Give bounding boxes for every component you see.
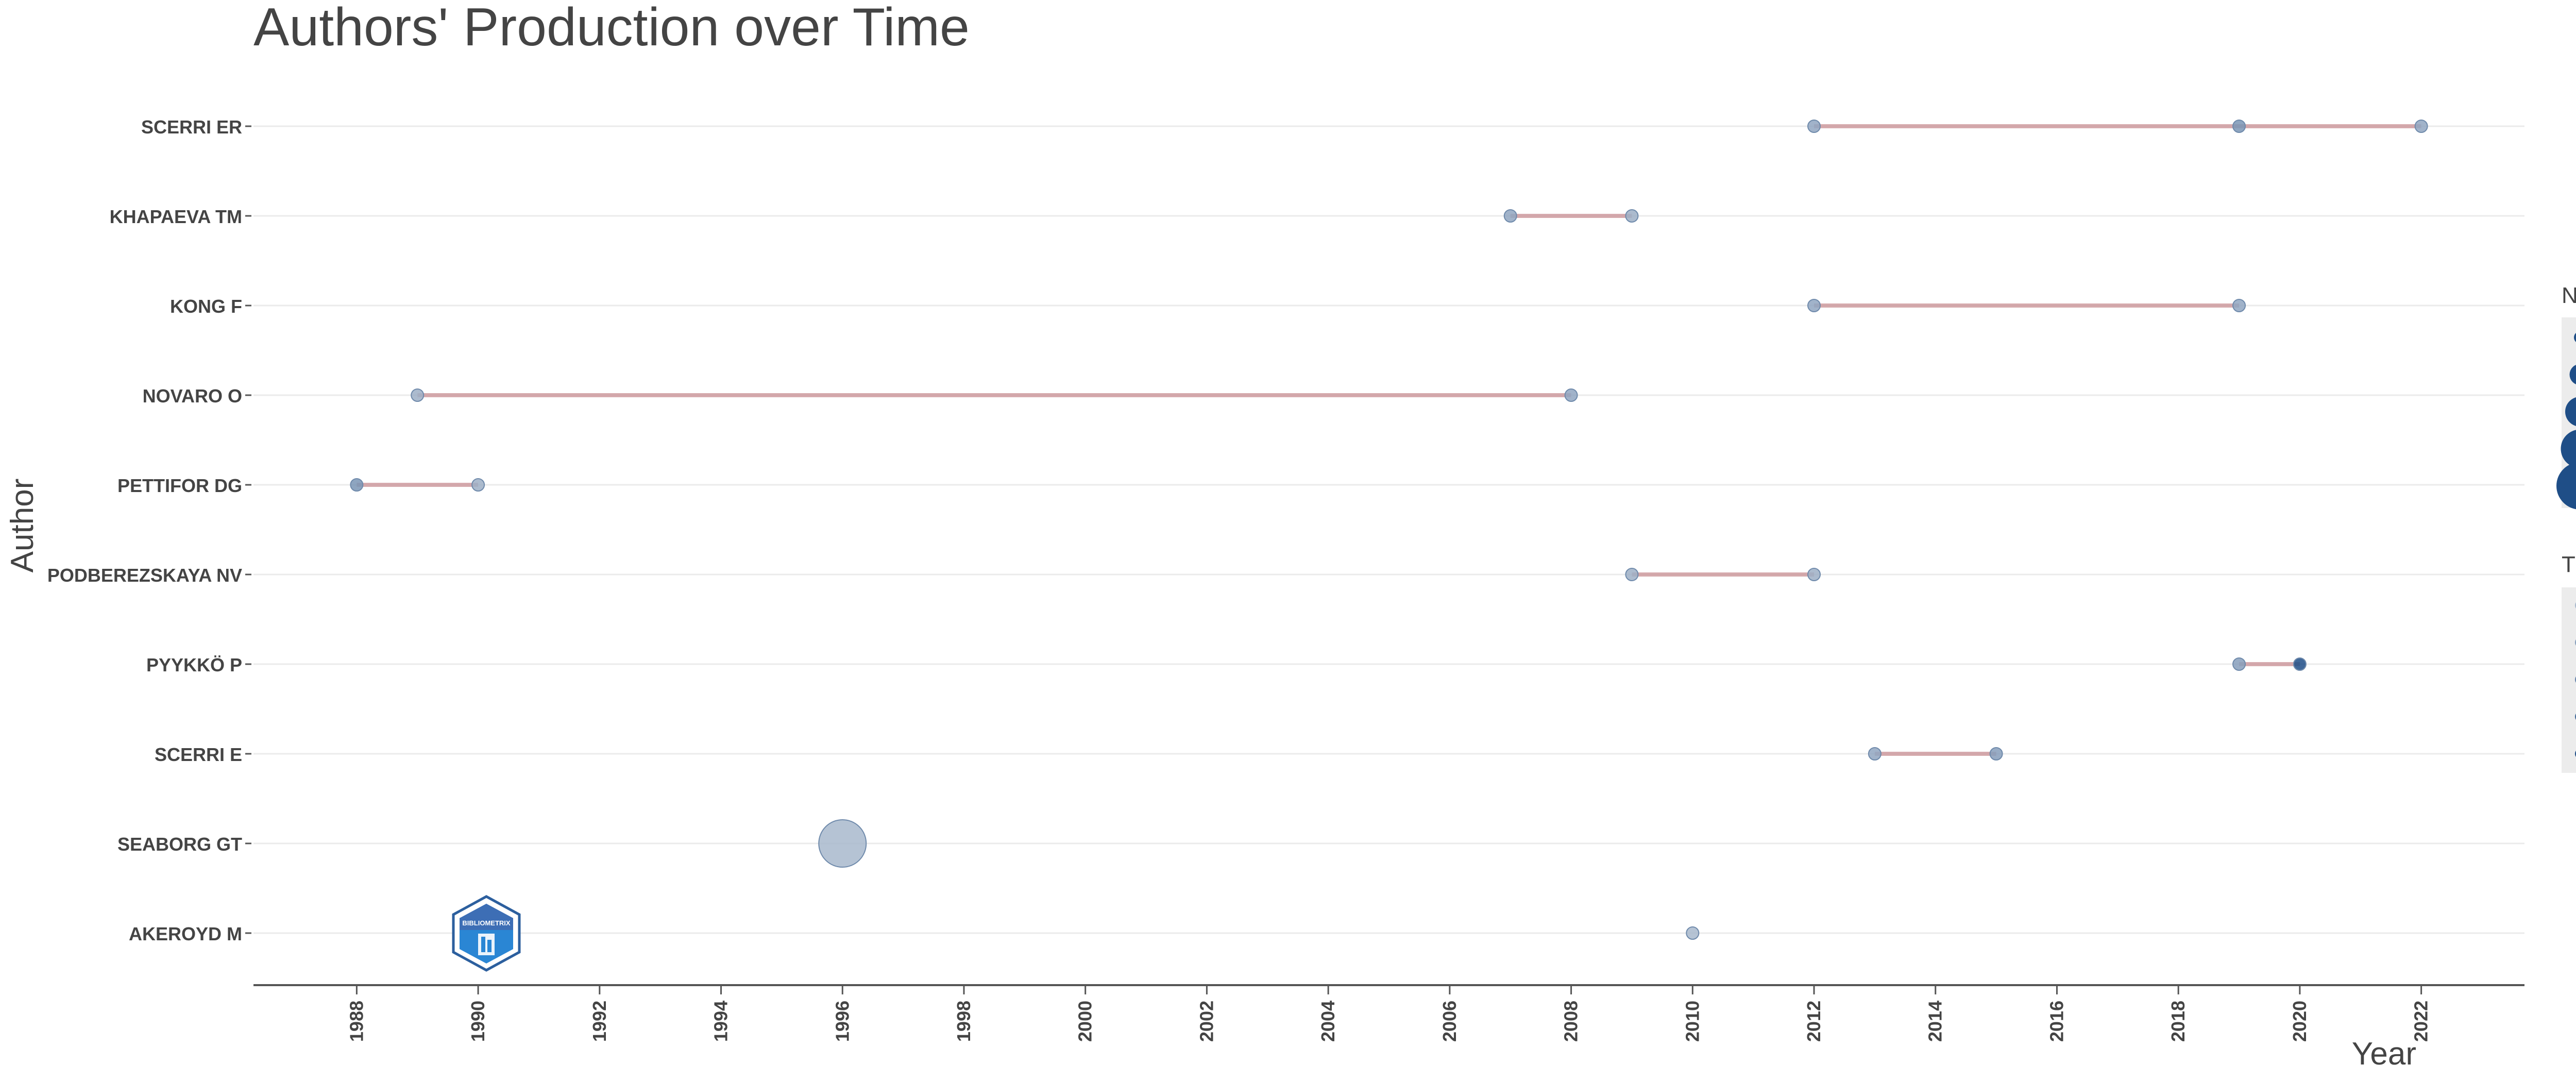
data-point bbox=[1564, 388, 1578, 402]
legend-size-symbol bbox=[2574, 333, 2576, 342]
x-tick-label: 1994 bbox=[710, 1001, 732, 1042]
y-tick-label: KHAPAEVA TM bbox=[110, 206, 242, 227]
legend-size-symbol bbox=[2556, 462, 2576, 510]
data-point bbox=[1807, 568, 1821, 581]
data-point bbox=[1503, 209, 1517, 223]
x-tick-label: 2000 bbox=[1075, 1001, 1096, 1042]
y-axis-title: Author bbox=[5, 479, 40, 573]
data-point bbox=[2414, 120, 2428, 133]
data-point bbox=[350, 478, 364, 492]
data-point bbox=[1989, 747, 2003, 760]
data-point bbox=[2232, 299, 2246, 312]
legend-size-title: N.Articles bbox=[2562, 283, 2576, 308]
x-tick-label: 2004 bbox=[1317, 1001, 1338, 1042]
x-tick-label: 2008 bbox=[1561, 1001, 1582, 1042]
y-tick-label: SCERRI E bbox=[155, 744, 242, 765]
x-tick-label: 1988 bbox=[346, 1001, 367, 1042]
data-points bbox=[350, 120, 2428, 940]
data-point bbox=[1807, 299, 1821, 312]
x-tick-label: 1990 bbox=[467, 1001, 488, 1042]
x-tick-label: 2006 bbox=[1439, 1001, 1460, 1042]
y-axis: SCERRI ER KHAPAEVA TM KONG F NOVARO O PETTIF… bbox=[47, 116, 251, 944]
y-tick-label: SCERRI ER bbox=[141, 116, 242, 138]
x-tick-label: 2016 bbox=[2046, 1001, 2067, 1042]
gridlines bbox=[253, 125, 2524, 934]
x-tick-label: 2002 bbox=[1196, 1001, 1217, 1042]
x-tick-label: 2012 bbox=[1803, 1001, 1824, 1042]
timeline-segments bbox=[357, 124, 2421, 756]
x-tick-label: 1996 bbox=[832, 1001, 853, 1042]
y-tick-label: AKEROYD M bbox=[129, 923, 242, 944]
y-tick-label: NOVARO O bbox=[143, 385, 242, 407]
y-tick-label: PYYKKÖ P bbox=[146, 654, 242, 675]
data-point bbox=[2232, 657, 2246, 671]
legend-size-symbol bbox=[2565, 397, 2576, 426]
data-point bbox=[1625, 568, 1639, 581]
data-point bbox=[1868, 747, 1882, 760]
y-tick-label: KONG F bbox=[170, 296, 242, 317]
data-point bbox=[411, 388, 425, 402]
x-axis-title: Year bbox=[2352, 1036, 2416, 1072]
legend-color-title: TC per Year bbox=[2562, 552, 2576, 577]
x-tick-label: 2014 bbox=[1925, 1001, 1946, 1042]
legend-size-symbol bbox=[2569, 365, 2576, 384]
data-point bbox=[818, 819, 867, 868]
data-point bbox=[1625, 209, 1639, 223]
x-tick-label: 2022 bbox=[2411, 1001, 2432, 1042]
x-tick-label: 2018 bbox=[2167, 1001, 2189, 1042]
data-point bbox=[471, 478, 485, 492]
x-tick-label: 2020 bbox=[2289, 1001, 2310, 1042]
x-tick-label: 1992 bbox=[589, 1001, 610, 1042]
logo-text: BIBLIOMETRIX bbox=[462, 919, 510, 927]
legend-tc-per-year: TC per Year 036912 bbox=[2562, 552, 2576, 773]
legend-size-symbol bbox=[2561, 430, 2576, 468]
data-point bbox=[2293, 657, 2307, 671]
bibliometrix-logo: BIBLIOMETRIX bbox=[452, 895, 521, 972]
x-axis: 1988 1990 1992 1994 1996 1998 2000 2002 2004 2006… bbox=[253, 984, 2524, 1042]
x-tick-label: 2010 bbox=[1682, 1001, 1703, 1042]
data-point bbox=[1807, 120, 1821, 133]
x-tick-label: 1998 bbox=[953, 1001, 974, 1042]
y-tick-label: SEABORG GT bbox=[117, 834, 242, 855]
data-point bbox=[1686, 926, 1700, 940]
data-point bbox=[2232, 120, 2246, 133]
legend-n-articles: N.Articles 1.001.251.501.752.00 bbox=[2556, 283, 2576, 510]
y-tick-label: PODBEREZSKAYA NV bbox=[47, 565, 242, 586]
y-tick-label: PETTIFOR DG bbox=[117, 475, 242, 496]
chart-title: Authors' Production over Time bbox=[253, 0, 970, 57]
